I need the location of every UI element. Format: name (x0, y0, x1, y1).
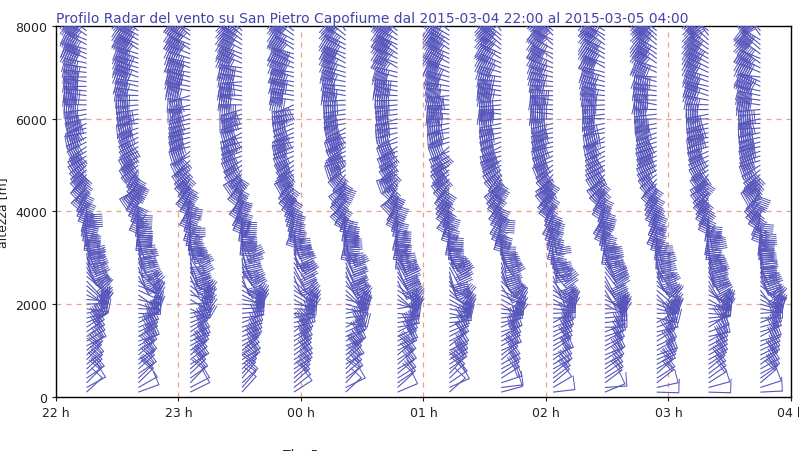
Y-axis label: altezza [m]: altezza [m] (0, 177, 10, 247)
Text: Profilo Radar del vento su San Pietro Capofiume dal 2015-03-04 22:00 al 2015-03-: Profilo Radar del vento su San Pietro Ca… (56, 12, 689, 26)
Text: Thu 5: Thu 5 (283, 448, 319, 451)
